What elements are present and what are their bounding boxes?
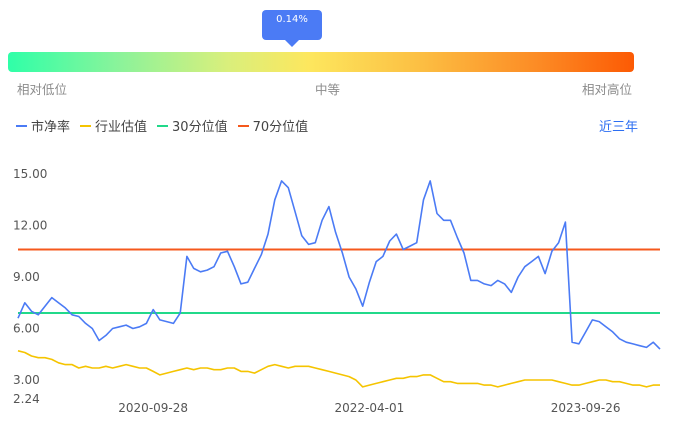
legend-label: 市净率 bbox=[31, 120, 71, 135]
x-tick-label: 2020-09-28 bbox=[118, 401, 188, 415]
x-tick-label: 2022-04-01 bbox=[335, 401, 405, 415]
legend-label: 30分位值 bbox=[172, 120, 228, 135]
legend-item-p70[interactable]: 70分位值 bbox=[237, 116, 309, 135]
y-tick-label: 3.00 bbox=[13, 373, 40, 387]
y-tick-label: 9.00 bbox=[13, 270, 40, 284]
y-tick-label: 15.00 bbox=[13, 167, 47, 181]
chart-legend: 市净率 行业估值 30分位值 70分位值 bbox=[16, 116, 318, 135]
legend-item-p30[interactable]: 30分位值 bbox=[157, 116, 228, 135]
gauge-label-mid: 中等 bbox=[315, 82, 341, 97]
series-line bbox=[17, 180, 661, 350]
x-tick-label: 2023-09-26 bbox=[551, 401, 621, 415]
legend-swatch-icon bbox=[16, 124, 27, 127]
gauge-tooltip: 0.14% bbox=[262, 10, 322, 47]
y-tick-label: 6.00 bbox=[13, 322, 40, 336]
legend-label: 70分位值 bbox=[252, 120, 309, 135]
range-selector-three-years[interactable]: 近三年 bbox=[599, 120, 639, 135]
legend-label: 行业估值 bbox=[95, 120, 148, 135]
valuation-gauge-bar bbox=[8, 52, 634, 72]
legend-item-pb[interactable]: 市净率 bbox=[16, 116, 70, 135]
legend-swatch-icon bbox=[157, 124, 169, 127]
series-line bbox=[17, 350, 660, 388]
legend-swatch-icon bbox=[80, 124, 92, 127]
gauge-label-high: 相对高位 bbox=[582, 82, 633, 97]
legend-swatch-icon bbox=[237, 124, 249, 127]
gauge-label-low: 相对低位 bbox=[17, 82, 68, 97]
legend-item-industry[interactable]: 行业估值 bbox=[80, 116, 147, 135]
y-tick-label: 12.00 bbox=[13, 219, 47, 233]
y-tick-label: 2.24 bbox=[13, 392, 40, 406]
